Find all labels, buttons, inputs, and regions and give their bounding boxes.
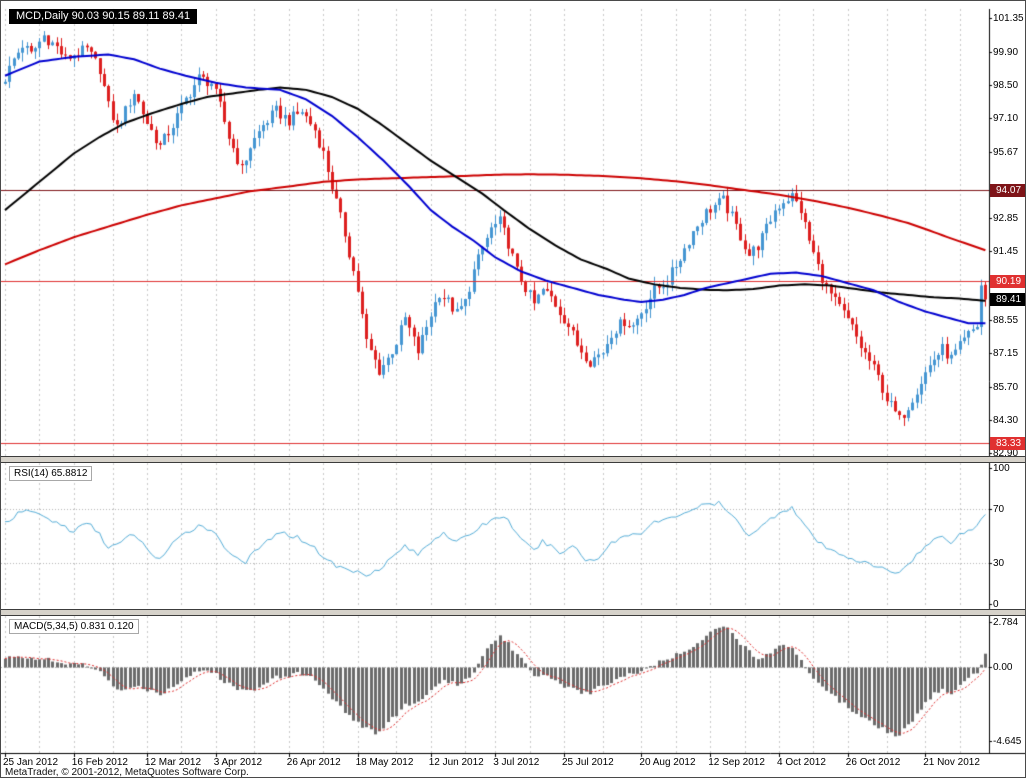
date-tick-label: 12 Mar 2012 (144, 757, 202, 768)
price-badge: 83.33 (990, 436, 1025, 450)
date-tick-label: 26 Oct 2012 (845, 757, 901, 768)
rsi-indicator-label: RSI(14) 65.8812 (9, 466, 93, 481)
macd-tick-label: 0.00 (993, 661, 1013, 673)
date-tick-label: 12 Jun 2012 (428, 757, 484, 768)
price-badge: 90.19 (990, 275, 1025, 289)
price-tick-label: 85.70 (993, 381, 1019, 393)
date-tick-label: 21 Nov 2012 (923, 757, 980, 768)
rsi-tick-label: 70 (993, 503, 1005, 515)
macd-tick-label: 2.784 (993, 617, 1019, 629)
price-tick-label: 101.35 (993, 12, 1024, 24)
price-tick-label: 87.15 (993, 347, 1019, 359)
price-tick-label: 97.10 (993, 113, 1019, 125)
price-tick-label: 99.90 (993, 47, 1019, 59)
date-tick-label: 3 Apr 2012 (213, 757, 263, 768)
price-badge: 94.07 (990, 183, 1025, 197)
price-tick-label: 92.85 (993, 213, 1019, 225)
macd-tick-label: -4.645 (993, 736, 1022, 748)
date-tick-label: 25 Jul 2012 (562, 757, 614, 768)
rsi-tick-label: 100 (993, 463, 1010, 475)
price-tick-label: 84.30 (993, 414, 1019, 426)
date-tick-label: 3 Jul 2012 (493, 757, 540, 768)
chart-title: MCD,Daily 90.03 90.15 89.11 89.41 (9, 9, 198, 24)
panel-splitter-rsi-macd[interactable] (1, 609, 1025, 616)
rsi-tick-label: 0 (993, 599, 999, 611)
copyright-text: MetaTrader, © 2001-2012, MetaQuotes Soft… (5, 767, 249, 778)
date-tick-label: 20 Aug 2012 (639, 757, 696, 768)
date-tick-label: 16 Feb 2012 (71, 757, 128, 768)
date-tick-label: 12 Sep 2012 (708, 757, 765, 768)
panel-splitter-main-rsi[interactable] (1, 456, 1025, 463)
rsi-tick-label: 30 (993, 558, 1005, 570)
macd-indicator-label: MACD(5,34,5) 0.831 0.120 (9, 619, 139, 634)
price-tick-label: 91.45 (993, 246, 1019, 258)
price-tick-label: 95.67 (993, 146, 1019, 158)
price-tick-label: 82.90 (993, 447, 1019, 459)
date-tick-label: 18 May 2012 (355, 757, 414, 768)
date-tick-label: 4 Oct 2012 (777, 757, 826, 768)
date-tick-label: 26 Apr 2012 (286, 757, 341, 768)
date-tick-label: 25 Jan 2012 (3, 757, 59, 768)
price-tick-label: 88.55 (993, 314, 1019, 326)
price-tick-label: 98.50 (993, 80, 1019, 92)
price-badge: 89.41 (990, 293, 1025, 307)
